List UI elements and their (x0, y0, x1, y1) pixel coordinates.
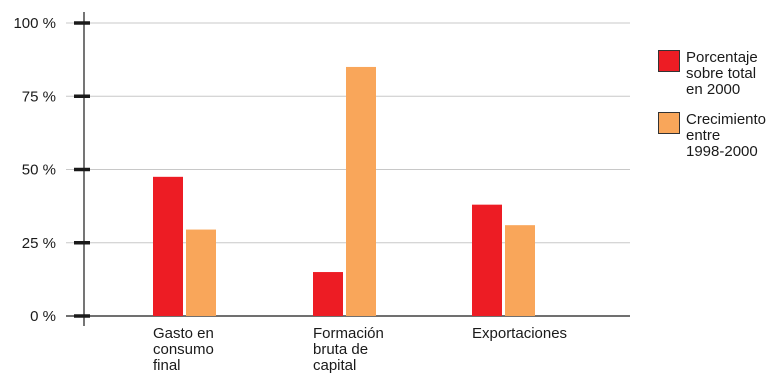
y-tick-label: 75 % (22, 88, 56, 105)
y-tick-label: 100 % (13, 15, 56, 32)
x-tick-label: Exportaciones (472, 325, 567, 342)
legend-item-series-2: Crecimiento entre 1998-2000 (658, 112, 780, 160)
y-tick-label: 50 % (22, 162, 56, 179)
y-tick-label: 0 % (30, 308, 56, 325)
legend-label-series-1: Porcentaje sobre total en 2000 (686, 49, 758, 98)
bar-series-2-cat-1 (186, 229, 216, 316)
x-tick-label: Gasto en consumo final (153, 325, 214, 374)
legend-label-series-2: Crecimiento entre 1998-2000 (686, 111, 767, 160)
bar-series-1-cat-2 (313, 272, 343, 316)
legend-item-series-1: Porcentaje sobre total en 2000 (658, 50, 780, 98)
y-axis-ticks: 0 % 25 % 50 % 75 % 100 % (13, 15, 90, 325)
y-tick-label: 25 % (22, 235, 56, 252)
legend-swatch-series-2 (658, 112, 680, 134)
x-tick-label: Formación bruta de capital (313, 325, 384, 374)
bar-series-2-cat-3 (505, 225, 535, 316)
legend: Porcentaje sobre total en 2000 Crecimien… (658, 50, 780, 174)
bars (153, 66, 535, 316)
bar-series-1-cat-1 (153, 176, 183, 316)
x-axis-labels: Gasto en consumo final Formación bruta de cap… (153, 325, 567, 374)
bar-series-2-cat-2 (346, 66, 376, 316)
bar-series-1-cat-3 (472, 204, 502, 316)
legend-swatch-series-1 (658, 50, 680, 72)
